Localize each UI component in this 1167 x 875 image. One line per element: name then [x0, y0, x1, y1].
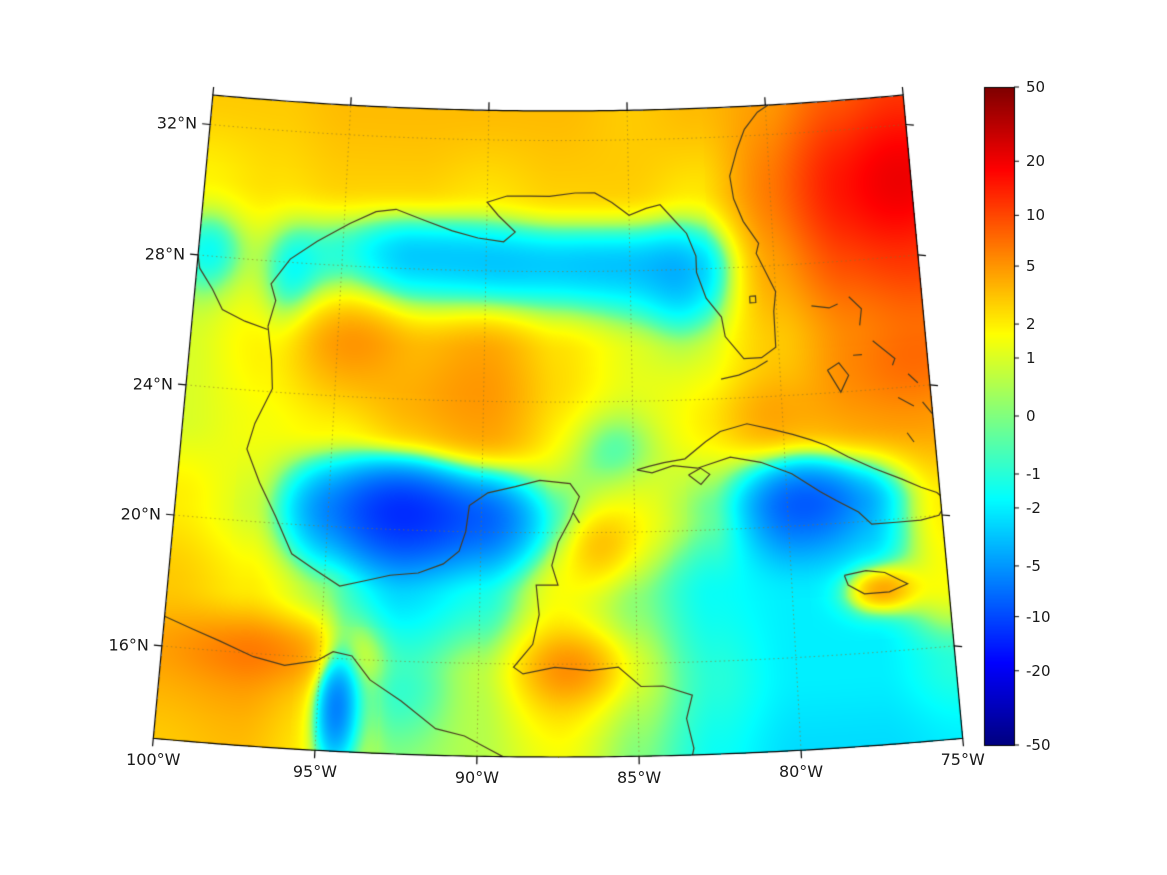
lon-tick-label: 75°W	[940, 750, 985, 770]
lat-tick-label: 28°N	[144, 244, 186, 264]
lon-tick-label: 85°W	[616, 768, 662, 788]
lon-tick-label: 95°W	[292, 762, 338, 782]
colorbar-tick-label: 2	[1026, 315, 1036, 334]
lon-tick-label: 80°W	[778, 762, 824, 782]
colorbar-tick-label: -10	[1026, 607, 1051, 626]
colorbar-tick-label: -50	[1026, 736, 1051, 754]
lon-tick-label: 100°W	[126, 750, 181, 770]
colorbar-tick-label: 5	[1026, 257, 1036, 276]
lon-tick-label: 90°W	[454, 768, 500, 788]
colorbar-tick-label: -2	[1026, 498, 1041, 517]
colorbar-tick-label: 0	[1026, 407, 1036, 425]
colorbar-tick-label: 20	[1026, 152, 1046, 171]
colorbar-tick-label: 10	[1026, 206, 1046, 225]
colorbar-tick-label: 50	[1026, 78, 1046, 96]
colorbar-tick-label: -1	[1026, 464, 1041, 483]
colorbar-tick-label: -5	[1026, 556, 1041, 575]
lat-tick-label: 24°N	[132, 374, 174, 394]
colorbar-tick-label: 1	[1026, 349, 1036, 367]
colorbar-tick-label: -20	[1026, 661, 1051, 680]
lat-tick-label: 16°N	[108, 635, 149, 655]
lat-tick-label: 20°N	[120, 504, 161, 524]
lat-tick-label: 32°N	[156, 113, 198, 133]
